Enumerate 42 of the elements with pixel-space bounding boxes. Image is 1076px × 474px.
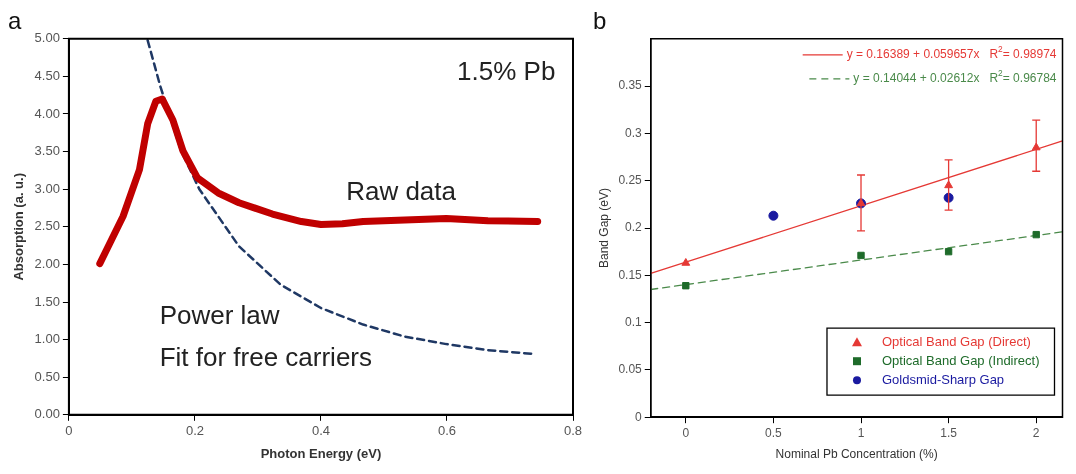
y-tick-label: 5.00 (34, 30, 60, 46)
annotation: Fit for free carriers (159, 341, 373, 372)
y-tick-label: 2.50 (34, 218, 60, 234)
chart-title: b (593, 7, 607, 35)
x-tick-label: 0 (682, 425, 690, 440)
x-axis-title: Photon Energy (eV) (260, 445, 382, 461)
x-tick-label: 0 (65, 423, 73, 439)
y-tick-label: 0.15 (618, 267, 643, 282)
y-tick-label: 1.50 (34, 293, 60, 309)
y-tick-label: 0.05 (618, 362, 643, 377)
y-tick-label: 0 (635, 409, 643, 424)
x-tick-label: 1 (857, 425, 865, 440)
annotation: Power law (159, 300, 280, 331)
legend-label: Goldsmid-Sharp Gap (881, 371, 1005, 387)
annotation: 1.5% Pb (457, 55, 556, 86)
y-tick-label: 0.50 (34, 368, 60, 384)
x-tick-label: 0.5 (765, 425, 783, 440)
x-tick-label: 2 (1032, 425, 1040, 440)
y-tick-label: 0.25 (618, 173, 643, 188)
y-tick-label: 3.50 (34, 143, 60, 159)
chart-title: a (8, 7, 22, 35)
x-tick-label: 0.8 (563, 423, 583, 439)
y-tick-label: 0.2 (625, 220, 643, 235)
y-tick-label: 0.00 (34, 406, 60, 422)
y-axis-title: Absorption (a. u.) (11, 173, 27, 281)
x-tick-label: 0.4 (311, 423, 330, 439)
annotation: Raw data (346, 176, 457, 207)
legend-label: Optical Band Gap (Indirect) (881, 352, 1040, 368)
y-tick-label: 0.1 (625, 314, 643, 329)
y-tick-label: 0.3 (625, 125, 643, 140)
y-tick-label: 0.35 (618, 78, 643, 93)
y-tick-label: 1.00 (34, 331, 60, 347)
x-tick-label: 0.6 (437, 423, 457, 439)
x-tick-label: 0.2 (185, 423, 204, 439)
legend-label: Optical Band Gap (Direct) (881, 333, 1031, 349)
x-axis-title: Nominal Pb Concentration (%) (775, 447, 938, 462)
y-tick-label: 4.50 (34, 67, 60, 83)
y-tick-label: 3.00 (34, 180, 60, 196)
x-tick-label: 1.5 (940, 425, 958, 440)
y-tick-label: 2.00 (34, 255, 60, 271)
y-tick-label: 4.00 (34, 105, 60, 121)
y-axis-title: Band Gap (eV) (596, 187, 611, 269)
